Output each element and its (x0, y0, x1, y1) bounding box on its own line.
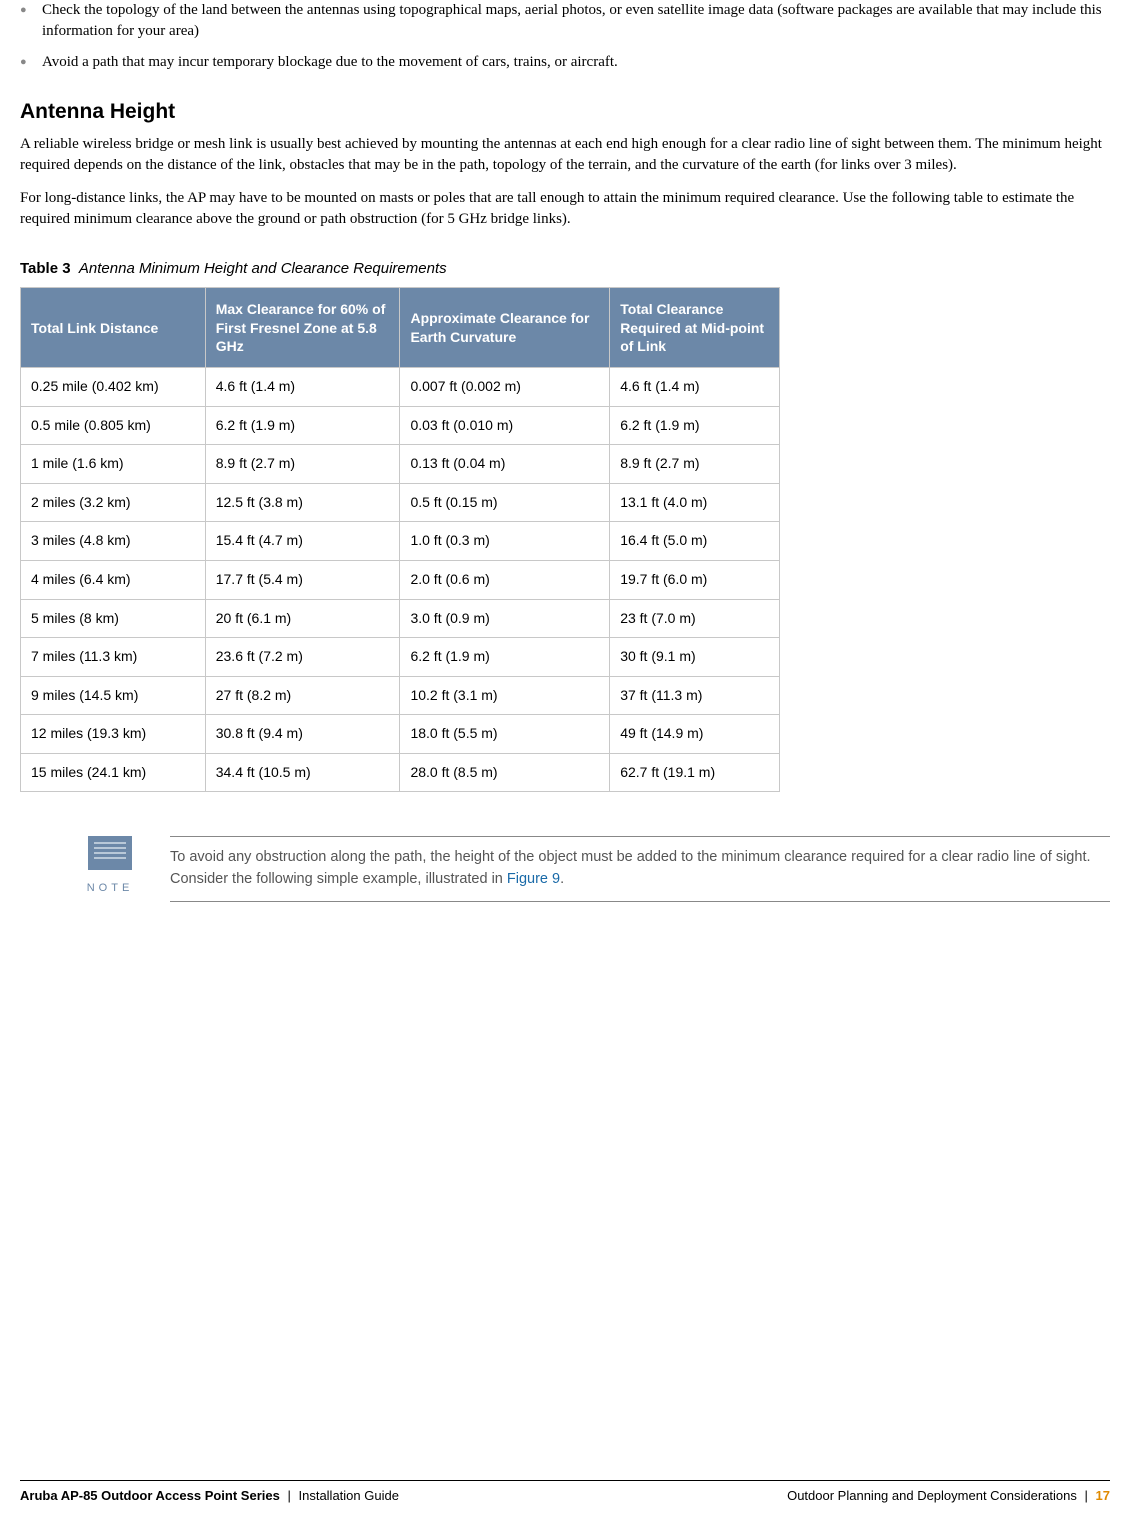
section-heading: Antenna Height (20, 97, 1110, 126)
bullet-item: Check the topology of the land between t… (20, 0, 1110, 42)
table-row: 7 miles (11.3 km)23.6 ft (7.2 m)6.2 ft (… (21, 638, 780, 677)
table-cell: 13.1 ft (4.0 m) (610, 483, 780, 522)
page-footer: Aruba AP-85 Outdoor Access Point Series … (20, 1480, 1110, 1505)
table-cell: 6.2 ft (1.9 m) (400, 638, 610, 677)
table-cell: 37 ft (11.3 m) (610, 676, 780, 715)
table-cell: 20 ft (6.1 m) (205, 599, 400, 638)
footer-sep: | (1085, 1488, 1088, 1503)
table-cell: 10.2 ft (3.1 m) (400, 676, 610, 715)
note-text: To avoid any obstruction along the path,… (170, 836, 1110, 902)
table-header-cell: Total Clearance Required at Mid-point of… (610, 288, 780, 368)
table-cell: 19.7 ft (6.0 m) (610, 560, 780, 599)
table-cell: 6.2 ft (1.9 m) (610, 406, 780, 445)
bullet-text: Check the topology of the land between t… (42, 2, 1102, 39)
table-cell: 17.7 ft (5.4 m) (205, 560, 400, 599)
table-cell: 6.2 ft (1.9 m) (205, 406, 400, 445)
note-icon-wrap: NOTE (80, 836, 140, 896)
table-label: Table 3 (20, 260, 71, 277)
table-row: 12 miles (19.3 km)30.8 ft (9.4 m)18.0 ft… (21, 715, 780, 754)
table-cell: 34.4 ft (10.5 m) (205, 753, 400, 792)
table-cell: 28.0 ft (8.5 m) (400, 753, 610, 792)
table-header-row: Total Link DistanceMax Clearance for 60%… (21, 288, 780, 368)
bullet-text: Avoid a path that may incur temporary bl… (42, 54, 618, 70)
footer-sep: | (287, 1488, 290, 1503)
table-cell: 27 ft (8.2 m) (205, 676, 400, 715)
note-text-after: . (560, 871, 564, 887)
table-cell: 18.0 ft (5.5 m) (400, 715, 610, 754)
table-cell: 9 miles (14.5 km) (21, 676, 206, 715)
table-cell: 3.0 ft (0.9 m) (400, 599, 610, 638)
table-cell: 4.6 ft (1.4 m) (205, 367, 400, 406)
table-header-cell: Approximate Clearance for Earth Curvatur… (400, 288, 610, 368)
note-text-before: To avoid any obstruction along the path,… (170, 849, 1091, 887)
footer-left: Aruba AP-85 Outdoor Access Point Series … (20, 1487, 399, 1505)
bullet-list: Check the topology of the land between t… (20, 0, 1110, 73)
footer-product: Aruba AP-85 Outdoor Access Point Series (20, 1488, 280, 1503)
footer-doc-type: Installation Guide (298, 1488, 398, 1503)
table-row: 9 miles (14.5 km)27 ft (8.2 m)10.2 ft (3… (21, 676, 780, 715)
table-cell: 7 miles (11.3 km) (21, 638, 206, 677)
table-cell: 3 miles (4.8 km) (21, 522, 206, 561)
table-header-cell: Max Clearance for 60% of First Fresnel Z… (205, 288, 400, 368)
footer-right: Outdoor Planning and Deployment Consider… (787, 1487, 1110, 1505)
bullet-item: Avoid a path that may incur temporary bl… (20, 52, 1110, 73)
table-title: Antenna Minimum Height and Clearance Req… (79, 260, 447, 277)
table-header-cell: Total Link Distance (21, 288, 206, 368)
page-number: 17 (1096, 1488, 1110, 1503)
table-row: 2 miles (3.2 km)12.5 ft (3.8 m)0.5 ft (0… (21, 483, 780, 522)
table-row: 1 mile (1.6 km)8.9 ft (2.7 m)0.13 ft (0.… (21, 445, 780, 484)
table-cell: 15 miles (24.1 km) (21, 753, 206, 792)
note-label: NOTE (80, 881, 140, 896)
table-cell: 30.8 ft (9.4 m) (205, 715, 400, 754)
footer-section: Outdoor Planning and Deployment Consider… (787, 1488, 1077, 1503)
table-cell: 1.0 ft (0.3 m) (400, 522, 610, 561)
table-cell: 4 miles (6.4 km) (21, 560, 206, 599)
table-row: 5 miles (8 km)20 ft (6.1 m)3.0 ft (0.9 m… (21, 599, 780, 638)
table-row: 0.5 mile (0.805 km)6.2 ft (1.9 m)0.03 ft… (21, 406, 780, 445)
table-cell: 62.7 ft (19.1 m) (610, 753, 780, 792)
table-cell: 49 ft (14.9 m) (610, 715, 780, 754)
table-cell: 0.03 ft (0.010 m) (400, 406, 610, 445)
table-cell: 0.5 ft (0.15 m) (400, 483, 610, 522)
table-cell: 12 miles (19.3 km) (21, 715, 206, 754)
clearance-table: Total Link DistanceMax Clearance for 60%… (20, 287, 780, 792)
table-row: 4 miles (6.4 km)17.7 ft (5.4 m)2.0 ft (0… (21, 560, 780, 599)
table-cell: 12.5 ft (3.8 m) (205, 483, 400, 522)
table-cell: 0.007 ft (0.002 m) (400, 367, 610, 406)
table-row: 0.25 mile (0.402 km)4.6 ft (1.4 m)0.007 … (21, 367, 780, 406)
table-cell: 23 ft (7.0 m) (610, 599, 780, 638)
body-paragraph: A reliable wireless bridge or mesh link … (20, 134, 1110, 176)
body-paragraph: For long-distance links, the AP may have… (20, 188, 1110, 230)
table-cell: 4.6 ft (1.4 m) (610, 367, 780, 406)
table-cell: 0.13 ft (0.04 m) (400, 445, 610, 484)
table-cell: 0.25 mile (0.402 km) (21, 367, 206, 406)
table-caption: Table 3 Antenna Minimum Height and Clear… (20, 258, 1110, 279)
table-cell: 15.4 ft (4.7 m) (205, 522, 400, 561)
table-cell: 5 miles (8 km) (21, 599, 206, 638)
table-cell: 8.9 ft (2.7 m) (205, 445, 400, 484)
table-cell: 1 mile (1.6 km) (21, 445, 206, 484)
figure-link[interactable]: Figure 9 (507, 871, 560, 887)
table-cell: 16.4 ft (5.0 m) (610, 522, 780, 561)
table-row: 15 miles (24.1 km)34.4 ft (10.5 m)28.0 f… (21, 753, 780, 792)
table-cell: 2.0 ft (0.6 m) (400, 560, 610, 599)
table-cell: 8.9 ft (2.7 m) (610, 445, 780, 484)
table-cell: 0.5 mile (0.805 km) (21, 406, 206, 445)
table-body: 0.25 mile (0.402 km)4.6 ft (1.4 m)0.007 … (21, 367, 780, 792)
table-cell: 30 ft (9.1 m) (610, 638, 780, 677)
table-row: 3 miles (4.8 km)15.4 ft (4.7 m)1.0 ft (0… (21, 522, 780, 561)
table-cell: 2 miles (3.2 km) (21, 483, 206, 522)
note-block: NOTE To avoid any obstruction along the … (20, 836, 1110, 902)
note-icon (88, 836, 132, 870)
table-cell: 23.6 ft (7.2 m) (205, 638, 400, 677)
